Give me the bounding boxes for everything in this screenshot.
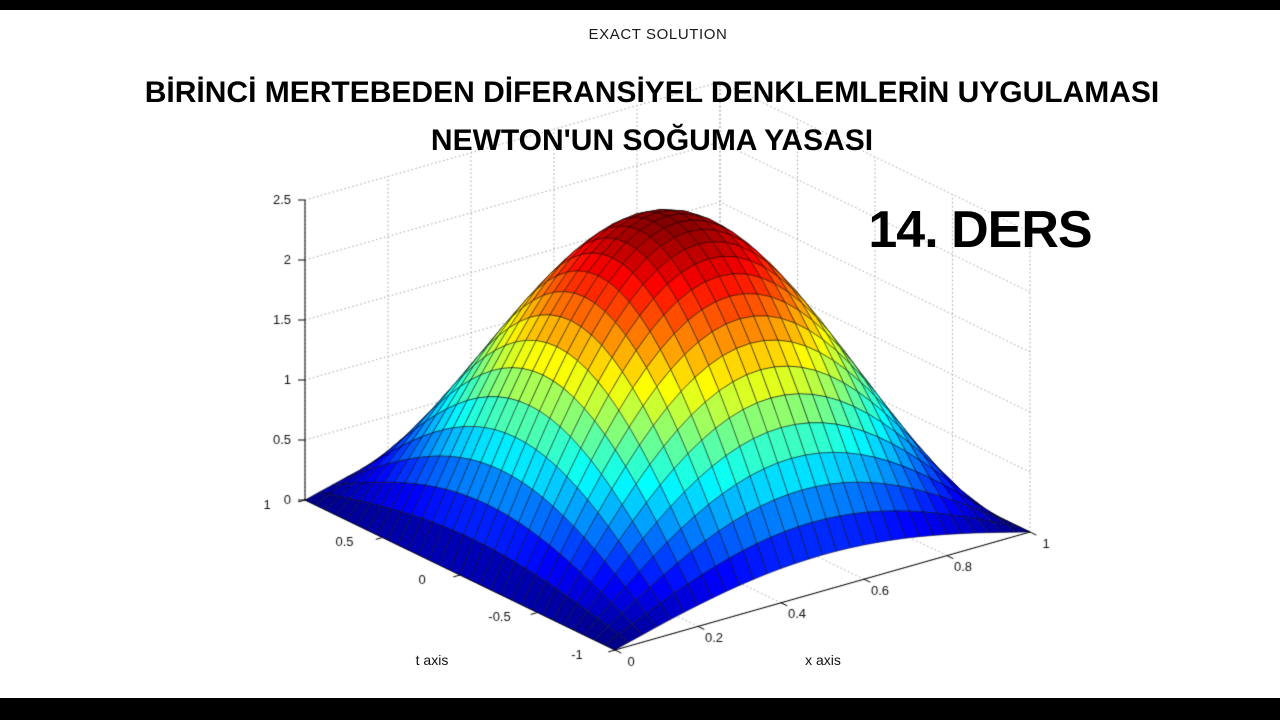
t-axis-label: t axis	[415, 652, 449, 668]
letterbox-top	[0, 0, 1280, 10]
plot-title: EXACT SOLUTION	[588, 26, 728, 43]
letterbox-bottom	[0, 698, 1280, 720]
lesson-badge: 14. DERS	[868, 201, 1092, 259]
heading-line2: NEWTON'UN SOĞUMA YASASI	[430, 124, 874, 157]
x-axis-label: x axis	[805, 652, 841, 668]
heading-line1: BİRİNCİ MERTEBEDEN DİFERANSİYEL DENKLEML…	[144, 76, 1160, 109]
